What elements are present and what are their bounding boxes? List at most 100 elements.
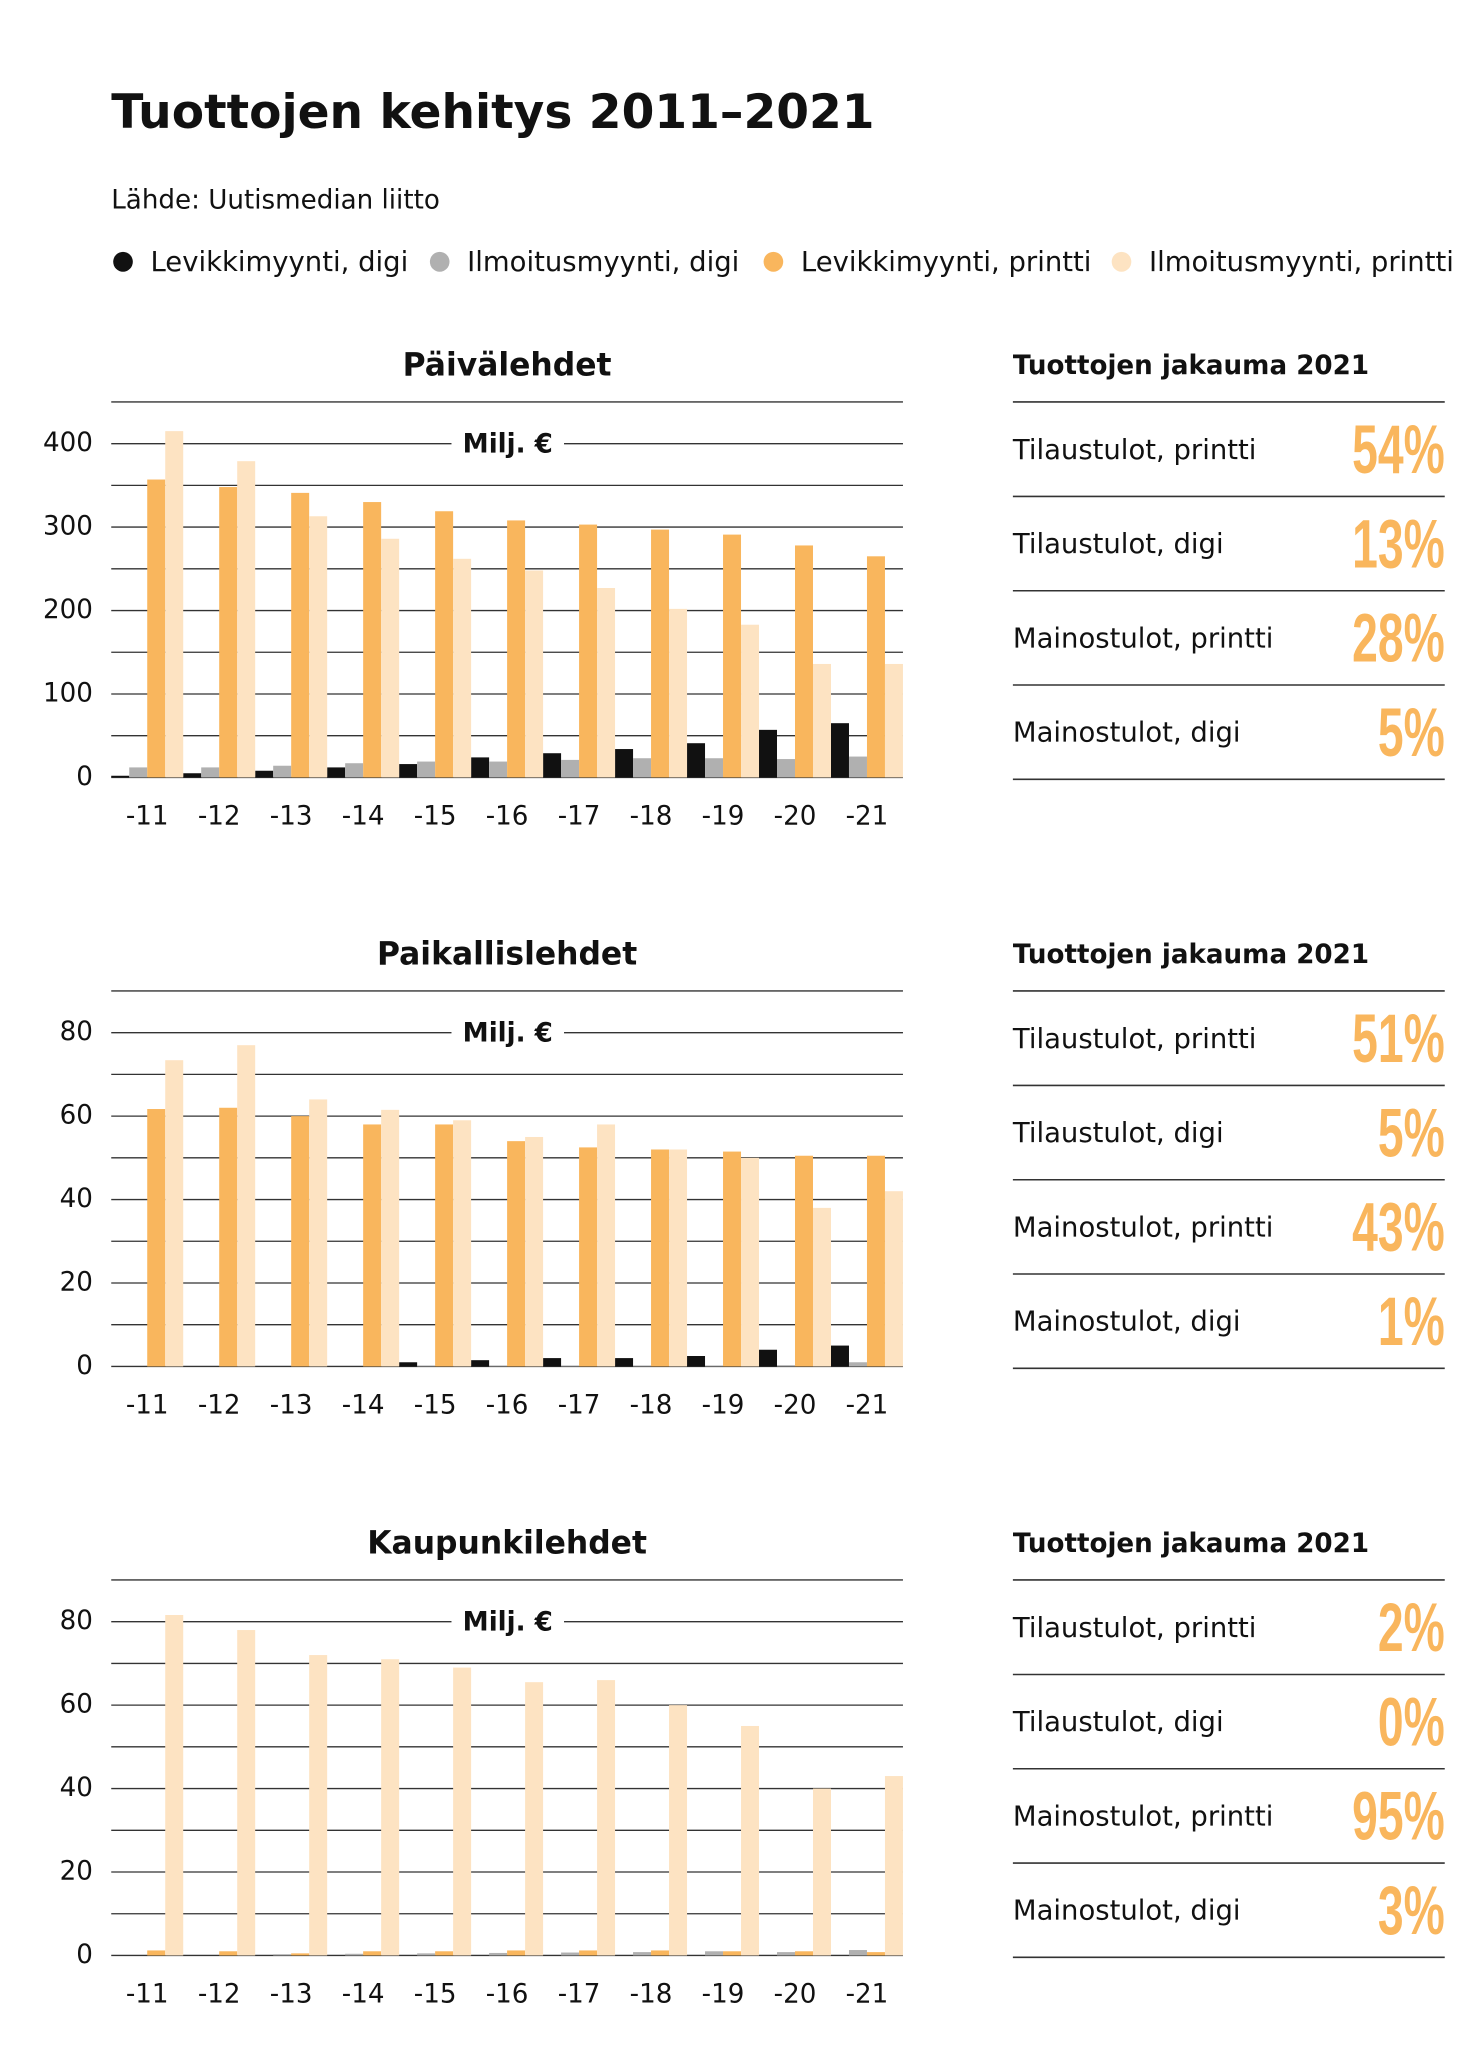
- bar: [866, 1155, 885, 1367]
- bar: [795, 1155, 813, 1367]
- share-value-group: 5%: [1378, 1095, 1445, 1171]
- share-value: 28%: [1352, 601, 1445, 677]
- source: Lähde: Uutismedian liitto: [111, 185, 440, 215]
- bar: [507, 1141, 526, 1367]
- bar: [165, 431, 184, 778]
- bar: [615, 749, 634, 778]
- x-tick-label: -11: [126, 1391, 169, 1421]
- bar: [884, 663, 903, 778]
- bar: [669, 608, 688, 778]
- bar: [219, 1951, 238, 1956]
- bar: [165, 1615, 184, 1956]
- share-value: 5%: [1378, 1095, 1445, 1171]
- bar: [633, 758, 652, 778]
- bar: [884, 1776, 903, 1956]
- bar: [777, 1365, 795, 1367]
- bar: [111, 775, 130, 778]
- bar: [327, 767, 346, 778]
- bar: [417, 1365, 436, 1367]
- share-value: 5%: [1378, 695, 1445, 771]
- y-tick-label: 0: [76, 1351, 93, 1381]
- bar: [848, 1362, 867, 1367]
- share-label: Tilaustulot, printti: [1012, 433, 1257, 466]
- share-label: Mainostulot, printti: [1013, 621, 1273, 654]
- chart-title: Päivälehdet: [403, 347, 612, 383]
- bar: [723, 1151, 742, 1367]
- share-label: Tilaustulot, printti: [1012, 1022, 1257, 1055]
- bar: [345, 1953, 364, 1956]
- bar: [309, 516, 328, 778]
- share-value: 1%: [1378, 1284, 1445, 1360]
- bar: [777, 1952, 795, 1956]
- share-value: 54%: [1352, 412, 1445, 488]
- share-value-group: 0%: [1378, 1684, 1445, 1760]
- bar: [651, 1149, 670, 1367]
- bar: [489, 761, 508, 778]
- x-tick-label: -14: [342, 802, 385, 832]
- x-tick-label: -18: [630, 1980, 673, 2010]
- bar: [848, 1950, 867, 1956]
- bar: [237, 1045, 256, 1367]
- label-bg: [451, 1014, 565, 1052]
- x-tick-label: -13: [270, 1980, 313, 2010]
- share-label: Mainostulot, digi: [1013, 716, 1241, 749]
- y-tick-label: 80: [60, 1017, 93, 1047]
- bar: [489, 1365, 508, 1367]
- x-tick-label: -14: [342, 1980, 385, 2010]
- chart-title: Paikallislehdet: [377, 936, 637, 972]
- bar: [812, 1207, 831, 1367]
- bar: [741, 1725, 760, 1956]
- x-tick-label: -16: [486, 1391, 529, 1421]
- share-label: Tilaustulot, digi: [1012, 527, 1224, 560]
- bar: [848, 756, 867, 778]
- bar: [309, 1099, 328, 1367]
- bar: [795, 1951, 813, 1956]
- x-tick-label: -11: [126, 1980, 169, 2010]
- y-tick-label: 300: [43, 512, 93, 542]
- y-tick-label: 60: [60, 1101, 93, 1131]
- bar: [705, 1951, 724, 1956]
- bar: [435, 1124, 454, 1367]
- bar: [201, 767, 220, 778]
- bar: [237, 1630, 256, 1956]
- bar: [525, 1682, 544, 1956]
- x-tick-label: -17: [558, 802, 601, 832]
- bar: [561, 759, 580, 778]
- bar: [579, 524, 598, 778]
- bar: [561, 1952, 580, 1956]
- x-tick-label: -20: [774, 1391, 817, 1421]
- bar: [147, 1109, 166, 1367]
- bar: [830, 723, 849, 778]
- x-tick-label: -15: [414, 802, 457, 832]
- x-tick-label: -18: [630, 1391, 673, 1421]
- bar: [561, 1365, 580, 1367]
- bar: [471, 757, 490, 778]
- y-tick-label: 20: [60, 1267, 93, 1297]
- legend-swatch: [429, 251, 450, 272]
- share-value-group: 43%: [1352, 1190, 1445, 1266]
- bar: [812, 1788, 831, 1956]
- legend-swatch: [113, 251, 133, 272]
- share-title: Tuottojen jakauma 2021: [1013, 940, 1369, 970]
- share-value: 13%: [1352, 506, 1445, 582]
- x-tick-label: -14: [342, 1391, 385, 1421]
- share-label: Mainostulot, digi: [1013, 1894, 1241, 1927]
- y-tick-label: 80: [60, 1606, 93, 1636]
- share-value-group: 54%: [1352, 412, 1445, 488]
- bar: [399, 764, 418, 778]
- bar: [543, 753, 562, 778]
- y-axis-label: Milj. €: [463, 429, 553, 459]
- legend-label: Levikkimyynti, digi: [150, 245, 408, 278]
- share-value: 43%: [1352, 1190, 1445, 1266]
- bar: [633, 1365, 652, 1367]
- x-tick-label: -17: [558, 1980, 601, 2010]
- bar: [345, 763, 364, 778]
- share-label: Mainostulot, printti: [1013, 1799, 1273, 1832]
- bar: [363, 1124, 382, 1367]
- legend-swatch: [763, 251, 784, 272]
- bar: [255, 770, 274, 778]
- y-tick-label: 40: [60, 1773, 93, 1803]
- share-value-group: 95%: [1352, 1779, 1445, 1855]
- share-label: Tilaustulot, digi: [1012, 1705, 1224, 1738]
- bar: [651, 1950, 670, 1956]
